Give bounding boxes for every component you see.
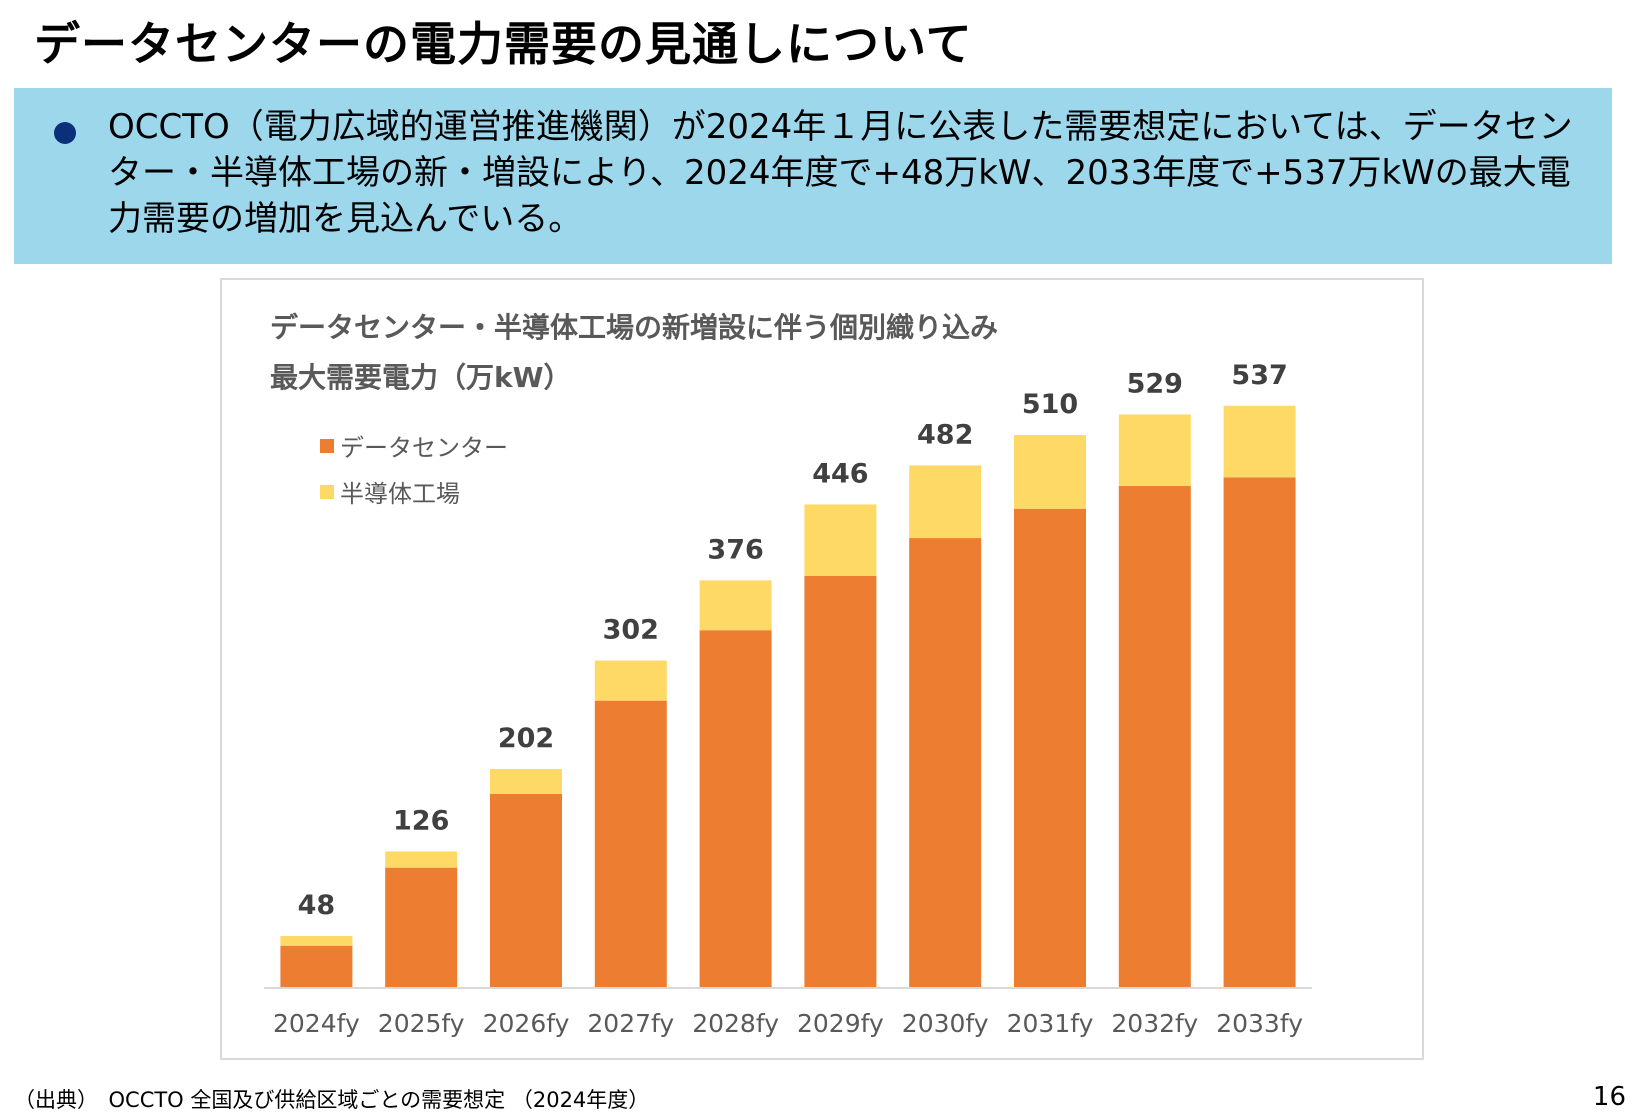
total-label-2026fy: 202 [498, 723, 554, 754]
x-tick-label-2028fy: 2028fy [692, 1009, 779, 1038]
bar-segment-datacenter-2025fy [385, 867, 458, 988]
total-label-2032fy: 529 [1127, 368, 1183, 399]
legend-label-datacenter: データセンター [340, 434, 508, 462]
total-label-2027fy: 302 [603, 615, 659, 646]
page-number: 16 [1592, 1082, 1626, 1112]
source-note: （出典） OCCTO 全国及び供給区域ごとの需要想定 （2024年度） [14, 1088, 650, 1112]
chart-title-line2: 最大需要電力（万kW） [270, 361, 572, 394]
legend-swatch-semiconductor [320, 484, 334, 499]
x-tick-label-2026fy: 2026fy [483, 1009, 570, 1038]
total-label-2033fy: 537 [1231, 360, 1287, 391]
bar-segment-semiconductor-2025fy [385, 851, 458, 868]
bar-segment-datacenter-2028fy [699, 630, 772, 988]
x-tick-label-2027fy: 2027fy [587, 1009, 674, 1038]
legend-item-semiconductor: 半導体工場 [320, 474, 460, 509]
bar-segment-semiconductor-2033fy [1223, 405, 1296, 478]
x-tick-label-2030fy: 2030fy [902, 1009, 989, 1038]
x-tick-label-2031fy: 2031fy [1007, 1009, 1094, 1038]
bar-segment-semiconductor-2024fy [280, 935, 353, 946]
bar-segment-semiconductor-2029fy [804, 504, 877, 576]
bullet-icon [54, 122, 76, 144]
chart-frame: データセンター・半導体工場の新増設に伴う個別織り込み 最大需要電力（万kW） デ… [220, 278, 1424, 1060]
bar-segment-datacenter-2032fy [1118, 486, 1191, 988]
bar-segment-semiconductor-2026fy [490, 768, 562, 794]
bar-segment-semiconductor-2030fy [909, 465, 982, 539]
chart-title-line1: データセンター・半導体工場の新増設に伴う個別織り込み [270, 311, 999, 344]
bar-segment-semiconductor-2028fy [699, 580, 772, 631]
bar-segment-datacenter-2029fy [804, 576, 877, 988]
legend-item-datacenter: データセンター [320, 428, 508, 463]
bar-segment-datacenter-2024fy [280, 945, 353, 988]
bar-chart-plot: 48 2024fy 126 2025fy 202 2026fy 302 2027fy 376 20… [264, 360, 1312, 1038]
summary-box: OCCTO（電力広域的運営推進機関）が2024年１月に公表した需要想定においては… [14, 88, 1612, 264]
x-tick-label-2033fy: 2033fy [1216, 1009, 1303, 1038]
legend-label-semiconductor: 半導体工場 [340, 480, 460, 508]
x-tick-label-2032fy: 2032fy [1111, 1009, 1198, 1038]
legend-swatch-datacenter [320, 438, 334, 453]
x-tick-label-2025fy: 2025fy [378, 1009, 465, 1038]
total-label-2031fy: 510 [1022, 389, 1078, 420]
bar-segment-datacenter-2030fy [909, 538, 982, 988]
bar-segment-semiconductor-2032fy [1118, 414, 1191, 487]
x-tick-label-2024fy: 2024fy [273, 1009, 360, 1038]
bar-segment-semiconductor-2031fy [1014, 435, 1086, 509]
total-label-2028fy: 376 [707, 534, 763, 565]
total-label-2025fy: 126 [393, 805, 449, 836]
bar-segment-semiconductor-2027fy [594, 660, 667, 701]
summary-text: OCCTO（電力広域的運営推進機関）が2024年１月に公表した需要想定においては… [108, 107, 1573, 239]
page-title: データセンターの電力需要の見通しについて [34, 17, 973, 71]
bar-segment-datacenter-2027fy [594, 700, 667, 988]
total-label-2029fy: 446 [812, 458, 868, 489]
total-label-2024fy: 48 [298, 890, 336, 921]
total-label-2030fy: 482 [917, 419, 973, 450]
bar-segment-datacenter-2033fy [1223, 477, 1296, 988]
bar-segment-datacenter-2031fy [1014, 508, 1086, 988]
x-tick-label-2029fy: 2029fy [797, 1009, 884, 1038]
bar-segment-datacenter-2026fy [490, 793, 562, 988]
